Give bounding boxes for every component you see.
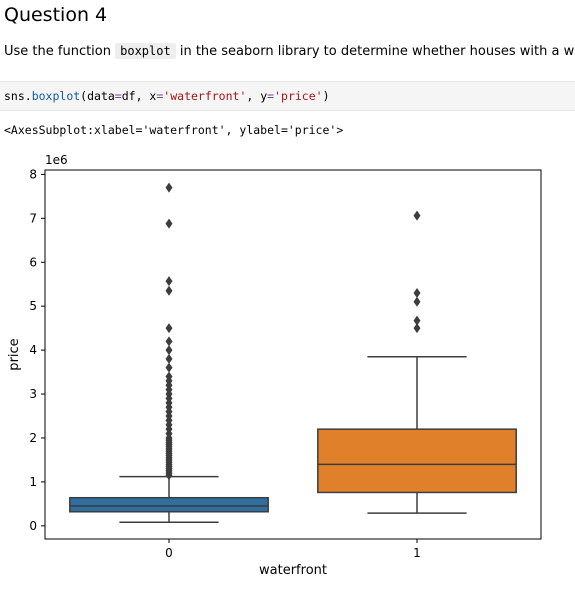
outlier-point <box>413 210 421 221</box>
y-tick-label: 5 <box>29 299 37 313</box>
y-tick-label: 8 <box>29 167 37 181</box>
y-tick-label: 0 <box>29 519 37 533</box>
question-text-after: in the seaborn library to determine whet… <box>175 44 575 59</box>
code-df: df, x <box>121 89 157 103</box>
question-text-before: Use the function <box>4 44 116 59</box>
code-xval: 'waterfront' <box>163 89 247 103</box>
outlier-point <box>413 315 421 326</box>
question-title: Question 4 <box>4 4 108 26</box>
y-tick-label: 4 <box>29 343 37 357</box>
box-iqr <box>317 428 517 494</box>
boxplot-chart: 0 1 2 3 4 5 6 7 8 1e6 0 1 waterfront price <box>7 153 542 578</box>
outlier-point <box>165 182 173 193</box>
outlier-point <box>165 276 173 287</box>
outlier-point <box>165 353 173 364</box>
y-offset-label: 1e6 <box>45 153 68 167</box>
question-text: Use the function boxplot in the seaborn … <box>4 43 575 59</box>
y-tick-label: 3 <box>29 387 37 401</box>
outlier-point <box>413 323 421 334</box>
y-tick-label: 6 <box>29 255 37 269</box>
code-cell[interactable]: sns.boxplot(data=df, x='waterfront', y='… <box>0 81 575 111</box>
x-axis-label: waterfront <box>259 563 327 578</box>
outlier-point <box>165 362 173 373</box>
code-eq: = <box>156 89 164 103</box>
outlier-point <box>165 371 173 382</box>
code-yval: 'price' <box>274 89 323 103</box>
outlier-point <box>165 345 173 356</box>
y-tick-label: 2 <box>29 431 37 445</box>
inline-code-boxplot: boxplot <box>115 43 176 59</box>
plot-frame <box>44 169 542 540</box>
outlier-point <box>165 285 173 296</box>
outlier-point <box>165 336 173 347</box>
code-open: (data <box>80 89 115 103</box>
y-tick-label: 1 <box>29 475 37 489</box>
code-func: boxplot <box>31 89 81 103</box>
code-close: ) <box>322 89 330 103</box>
code-sep: , y <box>246 89 268 103</box>
code-eq: = <box>114 89 122 103</box>
x-tick-label: 1 <box>413 546 421 560</box>
outlier-point <box>165 218 173 229</box>
outlier-point <box>413 288 421 298</box>
outlier-point <box>413 296 421 307</box>
y-axis-label: price <box>7 338 22 370</box>
y-tick-label: 7 <box>29 211 37 225</box>
x-tick-label: 0 <box>165 546 173 560</box>
code-line: sns.boxplot(data=df, x='waterfront', y='… <box>4 89 330 103</box>
outlier-point <box>165 323 173 334</box>
output-text: <AxesSubplot:xlabel='waterfront', ylabel… <box>4 123 344 137</box>
code-prefix: sns. <box>4 89 32 103</box>
code-eq: = <box>267 89 275 103</box>
box-iqr <box>69 496 269 513</box>
